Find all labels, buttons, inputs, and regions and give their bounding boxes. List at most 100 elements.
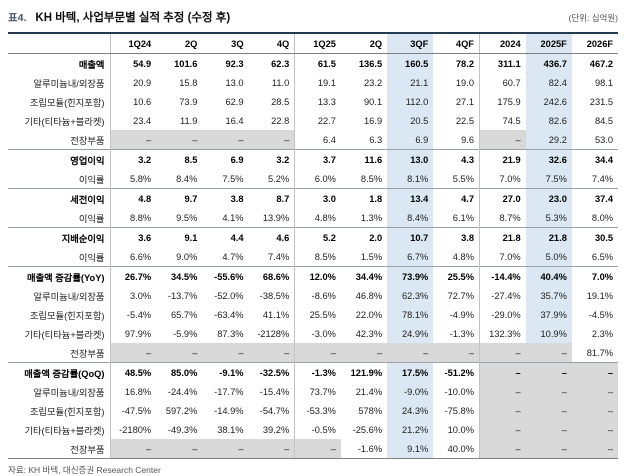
- column-header: 2Q: [340, 33, 388, 54]
- cell: 22.8: [248, 111, 296, 130]
- row-label: 조립모듈(힌지포함): [8, 92, 111, 111]
- cell: 8.4%: [387, 208, 434, 228]
- cell: 42.3%: [355, 328, 383, 339]
- cell: 160.5: [387, 53, 434, 73]
- cell: 39.2%: [248, 420, 296, 439]
- table-row: 기타(티타늄+블라켓) 23.4 11.9 16.4 22.8 22.7 16.9 20.5 2…: [8, 111, 618, 130]
- cell: 5.3%: [525, 208, 572, 228]
- table-row: 이익률 5.8% 8.4% 7.5% 5.2% 6.0% 8.5% 8.1% 5.5% 7.0% 7…: [8, 169, 618, 189]
- cell: –: [248, 439, 296, 459]
- cell: 21.9: [479, 149, 526, 169]
- row-label: 알루미늄내/외장품: [8, 73, 111, 92]
- table-row: 전장부품 – – – – – – – – – –81.7%: [8, 343, 618, 363]
- cell: 68.6%: [248, 266, 296, 286]
- cell: 15.8: [179, 77, 198, 88]
- cell: 34.4: [571, 149, 619, 169]
- table-row: 매출액 54.9 101.6 92.3 62.3 61.5 136.5 160.5 78.2 31…: [8, 53, 618, 73]
- cell: 6.9: [387, 130, 434, 150]
- cell: 1.8: [340, 188, 388, 208]
- cell: -1.3%: [294, 362, 341, 382]
- cell: –: [571, 401, 619, 420]
- cell: 16.4: [225, 115, 244, 126]
- cell: 7.0%: [499, 173, 521, 184]
- cell: –: [571, 362, 619, 382]
- cell: 10.0%: [433, 420, 481, 439]
- cell: -55.6%: [202, 266, 249, 286]
- column-header: 1Q24: [110, 33, 157, 54]
- cell: 72.7%: [433, 286, 481, 305]
- page-title: KH 바텍, 사업부문별 실적 추정 (수정 후): [35, 12, 231, 24]
- cell: 5.8%: [129, 173, 152, 184]
- cell: 3.8: [202, 188, 249, 208]
- cell: -52.0%: [214, 290, 244, 301]
- cell: 29.2: [525, 130, 572, 150]
- cell: 5.0%: [525, 247, 572, 267]
- cell: 9.1%: [387, 439, 434, 459]
- cell: 4.3: [433, 149, 481, 169]
- cell: 3.2: [110, 149, 157, 169]
- row-label: 기타(티타늄+블라켓): [8, 324, 111, 343]
- cell: 4.4: [202, 227, 249, 247]
- cell: 13.0: [387, 149, 434, 169]
- cell: 23.4: [133, 115, 152, 126]
- cell: 19.0: [433, 73, 481, 92]
- row-label: 기타(티타늄+블라켓): [8, 420, 111, 439]
- cell: 2.0: [340, 227, 388, 247]
- cell: 37.9%: [525, 305, 572, 324]
- cell: 10.6: [133, 96, 152, 107]
- row-label: 이익률: [8, 169, 111, 189]
- table-row: 조립모듈(힌지포함) -47.5% 597.2% -14.9% -54.7% -53.3%…: [8, 401, 619, 420]
- cell: 48.5%: [110, 362, 157, 382]
- cell: 81.7%: [586, 347, 614, 358]
- cell: 82.4: [525, 73, 572, 92]
- cell: -10.0%: [433, 382, 481, 401]
- column-header: 3Q: [202, 33, 249, 54]
- cell: 597.2%: [165, 405, 198, 416]
- cell: –: [571, 439, 619, 459]
- cell: 6.4: [323, 134, 336, 145]
- cell: –: [294, 343, 341, 363]
- cell: -9.1%: [202, 362, 249, 382]
- cell: 26.7%: [110, 266, 157, 286]
- cell: 8.5: [156, 149, 203, 169]
- cell: 9.0%: [176, 251, 198, 262]
- cell: 231.5: [589, 96, 614, 107]
- cell: 8.7: [248, 188, 296, 208]
- row-label: 전장부품: [8, 130, 111, 150]
- table-row: 전장부품 – – – – – -1.6% 9.1% 40.0% – – –: [8, 439, 619, 459]
- cell: 40.0%: [433, 439, 481, 459]
- table-row: 알루미늄내/외장품 16.8% -24.4% -17.7% -15.4% 73.7% 21.…: [8, 382, 619, 401]
- source-note: 자료: KH 바텍, 대신증권 Research Center: [8, 465, 161, 475]
- cell: 242.6: [525, 92, 572, 111]
- cell: 62.3%: [387, 286, 434, 305]
- cell: 28.5: [248, 92, 296, 111]
- cell: 12.0%: [294, 266, 341, 286]
- cell: –: [156, 130, 203, 150]
- cell: –: [156, 343, 203, 363]
- cell: –: [156, 439, 203, 459]
- cell: 175.9: [497, 96, 521, 107]
- cell: 24.9%: [387, 324, 434, 343]
- cell: 61.5: [317, 58, 336, 69]
- cell: -75.8%: [433, 401, 481, 420]
- table-titlebar: 표4. KH 바텍, 사업부문별 실적 추정 (수정 후) (단위: 십억원): [8, 9, 618, 25]
- cell: 5.2%: [248, 169, 296, 189]
- cell: -1.6%: [340, 439, 388, 459]
- cell: 10.7: [387, 227, 434, 247]
- cell: 35.7%: [525, 286, 572, 305]
- cell: 6.0%: [314, 173, 336, 184]
- column-header: 4QF: [433, 33, 481, 54]
- cell: 97.9%: [124, 328, 152, 339]
- cell: –: [110, 130, 157, 150]
- column-header: 4Q: [248, 33, 296, 54]
- cell: 3.0: [294, 188, 341, 208]
- cell: 92.3: [225, 58, 244, 69]
- cell: 8.4%: [176, 173, 198, 184]
- table-number-label: 표4.: [8, 12, 27, 24]
- cell: –: [525, 401, 572, 420]
- table-row: 세전이익 4.8 9.7 3.8 8.7 3.0 1.8 13.4 4.7 27.0 23.0 37.…: [8, 188, 619, 208]
- cell: 101.6: [174, 58, 198, 69]
- cell: 436.7: [525, 53, 572, 73]
- cell: –: [479, 439, 526, 459]
- cell: –: [202, 130, 249, 150]
